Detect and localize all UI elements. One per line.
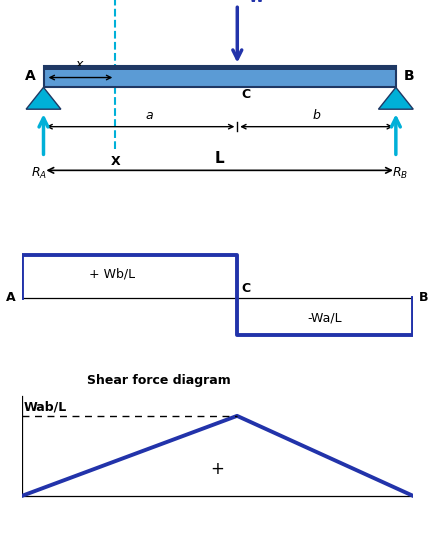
Text: X: X: [110, 155, 120, 168]
Text: x: x: [76, 58, 83, 71]
Text: W: W: [248, 0, 263, 5]
Text: a: a: [145, 109, 153, 122]
Text: + Wb/L: + Wb/L: [89, 268, 135, 281]
Text: C: C: [240, 282, 250, 295]
Text: b: b: [312, 109, 320, 122]
Bar: [43, 66, 395, 87]
Text: L: L: [214, 151, 224, 166]
Text: $R_B$: $R_B$: [391, 166, 408, 181]
Text: C: C: [241, 88, 250, 102]
Text: Wab/L: Wab/L: [24, 400, 67, 413]
Polygon shape: [378, 87, 412, 109]
Bar: [43, 66, 395, 70]
Text: A: A: [25, 69, 36, 84]
Text: A: A: [6, 291, 16, 304]
Text: -Wa/L: -Wa/L: [307, 311, 342, 324]
Text: +: +: [210, 460, 224, 478]
Polygon shape: [26, 87, 61, 109]
Text: Shear force diagram: Shear force diagram: [87, 375, 230, 387]
Text: $R_A$: $R_A$: [31, 166, 47, 181]
Text: B: B: [418, 291, 427, 304]
Text: B: B: [403, 69, 413, 84]
